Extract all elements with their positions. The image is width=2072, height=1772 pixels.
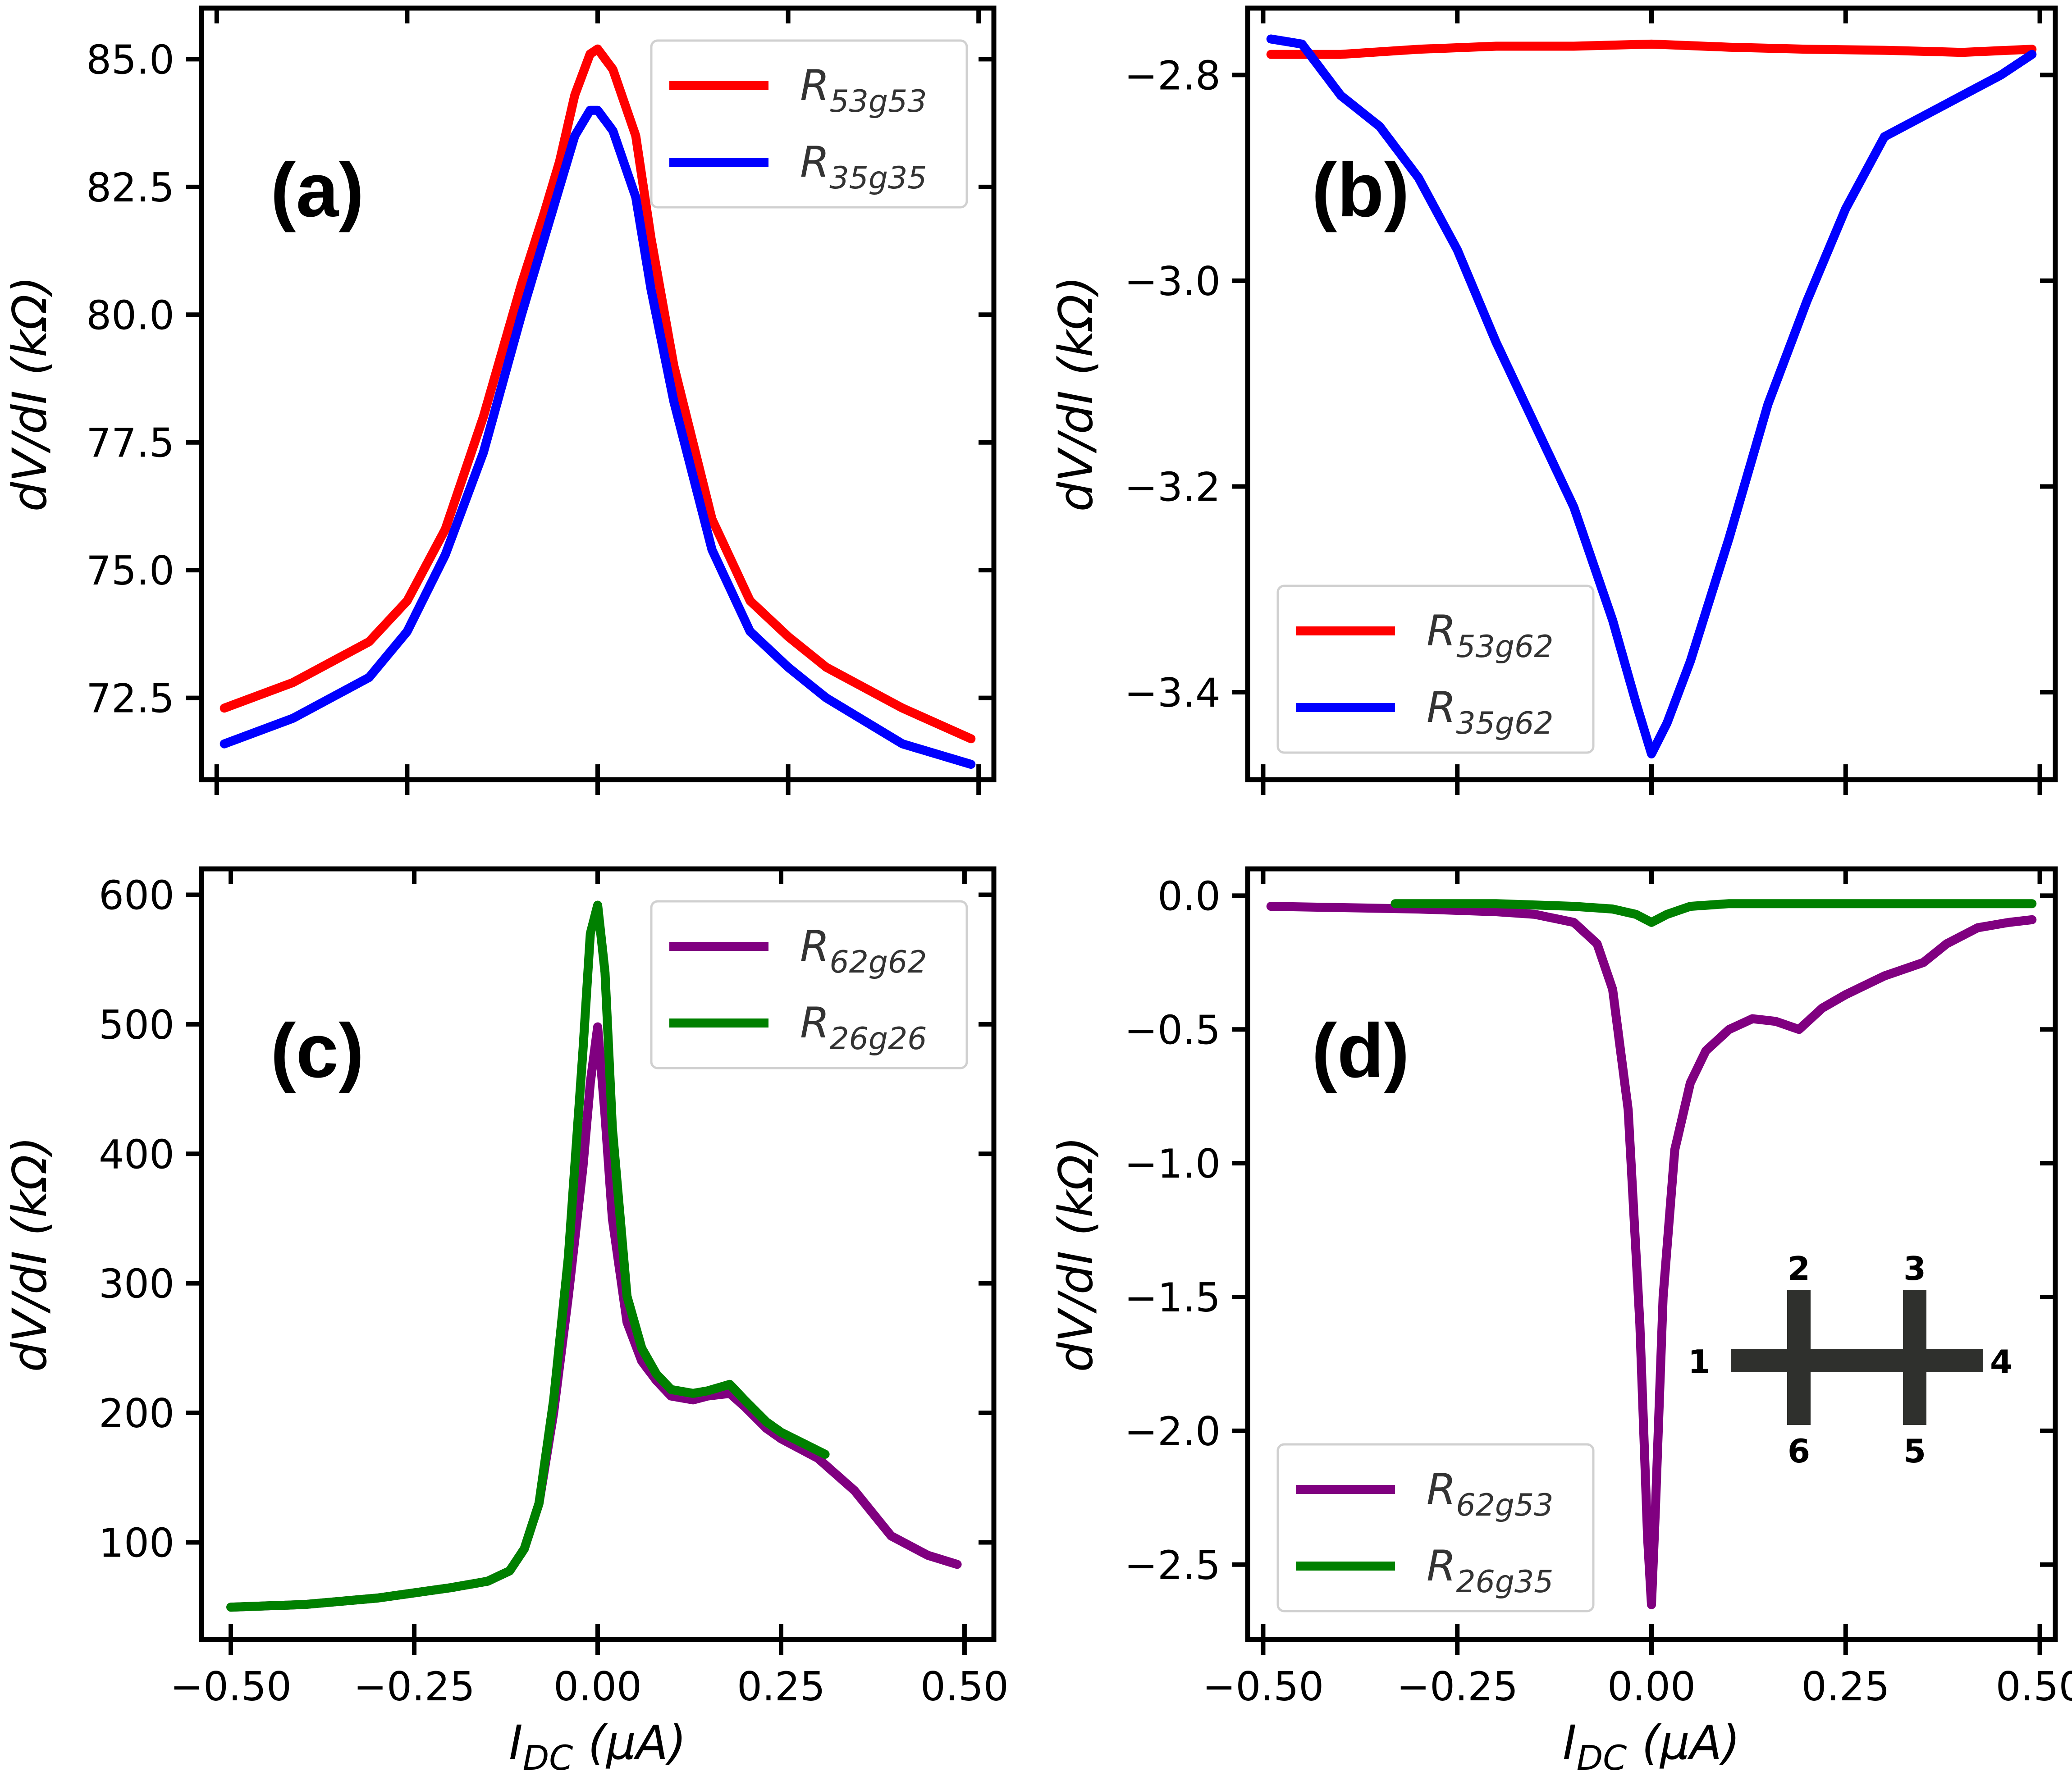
panel-label-d: (d)	[1312, 1008, 1409, 1094]
y-tick-label: 72.5	[86, 676, 174, 722]
y-tick-label: 500	[99, 1002, 174, 1048]
y-tick-label: 600	[99, 872, 174, 918]
y-tick-label: 200	[99, 1390, 174, 1437]
panel-b: −3.4−3.2−3.0−2.8dV/dI (kΩ)(b)R53g62R35g6…	[1048, 5, 2058, 795]
x-axis-label-sub: DC	[1577, 1738, 1627, 1772]
legend-label-sub: 62g62	[829, 945, 927, 980]
legend-label-sub: 62g53	[1456, 1488, 1553, 1523]
legend-label-sub: 53g53	[829, 84, 927, 119]
y-tick-label: −2.5	[1124, 1542, 1221, 1589]
x-tick-label: −0.25	[353, 1663, 475, 1710]
x-axis-label-sub: DC	[523, 1738, 573, 1772]
series-line-R26g26	[226, 900, 830, 1612]
y-axis-label: dV/dI (kΩ)	[2, 1137, 57, 1372]
legend-label-main: R	[800, 922, 829, 971]
x-axis-label-unit: (μA)	[1627, 1715, 1740, 1770]
legend-label: R62g62	[800, 922, 927, 980]
legend-label-sub: 26g26	[829, 1021, 927, 1057]
y-tick-label: 82.5	[86, 164, 174, 211]
y-tick-label: −3.0	[1124, 258, 1221, 305]
y-tick-label: 77.5	[86, 420, 174, 466]
legend-label: R53g62	[1427, 607, 1554, 665]
x-tick-label: −0.50	[1203, 1663, 1324, 1710]
y-tick-label: 75.0	[86, 548, 174, 594]
x-axis-label-unit: (μA)	[573, 1715, 686, 1770]
x-tick-label: −0.50	[170, 1663, 292, 1710]
legend-label-main: R	[1427, 1465, 1456, 1514]
inset-terminal-label: 5	[1903, 1432, 1926, 1470]
legend-label-sub: 35g35	[829, 160, 927, 196]
legend-label: R53g53	[800, 61, 927, 119]
x-axis-label: IDC (μA)	[1563, 1715, 1740, 1772]
legend-label-main: R	[1427, 607, 1456, 656]
legend-label-sub: 26g35	[1456, 1564, 1553, 1600]
y-tick-label: −2.0	[1124, 1408, 1221, 1455]
legend-label: R26g35	[1427, 1542, 1554, 1600]
legend-label-main: R	[800, 61, 829, 110]
y-tick-label: −3.2	[1124, 464, 1221, 510]
inset-horizontal-bar	[1731, 1349, 1983, 1372]
y-tick-label: 80.0	[86, 292, 174, 338]
series-line-R62g53	[1266, 902, 2037, 1609]
y-tick-label: 0.0	[1157, 873, 1221, 919]
device-inset: 1 2 3 4 5 6	[1688, 1250, 2013, 1470]
inset-vertical-arm-left	[1787, 1290, 1811, 1425]
y-tick-label: 300	[99, 1261, 174, 1307]
x-axis-label-main: I	[509, 1715, 523, 1770]
x-tick-label: 0.00	[553, 1663, 642, 1710]
y-axis-label: dV/dI (kΩ)	[1048, 1137, 1103, 1372]
legend-label-sub: 35g62	[1456, 706, 1553, 741]
series-line-R53g62	[1266, 39, 2037, 59]
y-tick-label: −1.0	[1124, 1141, 1221, 1187]
inset-terminal-label: 1	[1688, 1343, 1711, 1381]
inset-terminal-label: 3	[1903, 1250, 1926, 1288]
series-line-R62g62	[226, 1022, 962, 1612]
y-tick-label: 400	[99, 1131, 174, 1178]
x-axis-label-main: I	[1563, 1715, 1577, 1770]
panel-label-b: (b)	[1312, 147, 1409, 233]
series-line-R53g53	[220, 44, 976, 744]
y-axis-label: dV/dI (kΩ)	[2, 276, 57, 512]
panel-c: −0.50 −0.25 0.00 0.25 0.50 100 200 300 400 500 600…	[2, 866, 1009, 1772]
inset-terminal-label: 2	[1788, 1250, 1810, 1288]
legend-label: R26g26	[800, 999, 927, 1057]
inset-terminal-label: 6	[1788, 1432, 1810, 1470]
legend-label-sub: 53g62	[1456, 629, 1553, 665]
series-line-R26g35	[1390, 899, 2037, 927]
y-tick-label: −2.8	[1124, 52, 1221, 99]
legend-label: R35g62	[1427, 683, 1554, 741]
legend-label-main: R	[800, 999, 829, 1048]
x-tick-label: 0.00	[1607, 1663, 1696, 1710]
panel-a: 72.5 75.0 77.5 80.0 82.5 85.0 dV/dI (kΩ) (a) R53…	[2, 5, 997, 795]
panel-d: −0.50 −0.25 0.00 0.25 0.50 −2.5 −2.0 −1.5 −1.0 −0…	[1048, 866, 2072, 1772]
legend-label-main: R	[1427, 683, 1456, 732]
y-tick-label: 85.0	[86, 37, 174, 83]
y-tick-label: −0.5	[1124, 1007, 1221, 1053]
legend-label-main: R	[1427, 1542, 1456, 1591]
series-line-R35g35	[220, 105, 976, 769]
y-tick-label: −1.5	[1124, 1274, 1221, 1321]
y-tick-label: −3.4	[1124, 670, 1221, 716]
legend-label: R35g35	[800, 138, 927, 196]
inset-terminal-label: 4	[1990, 1343, 2013, 1381]
legend-label: R62g53	[1427, 1465, 1554, 1523]
x-tick-label: 0.50	[1996, 1663, 2072, 1710]
y-axis-label: dV/dI (kΩ)	[1048, 276, 1103, 512]
panel-label-a: (a)	[270, 147, 364, 233]
x-tick-label: −0.25	[1396, 1663, 1518, 1710]
y-tick-label: 100	[99, 1520, 174, 1566]
panel-label-c: (c)	[270, 1008, 364, 1094]
x-axis-label: IDC (μA)	[509, 1715, 686, 1772]
series-line-R35g62	[1266, 34, 2037, 758]
legend-label-main: R	[800, 138, 829, 187]
x-tick-label: 0.50	[920, 1663, 1009, 1710]
inset-vertical-arm-right	[1903, 1290, 1926, 1425]
x-tick-label: 0.25	[737, 1663, 825, 1710]
x-tick-label: 0.25	[1802, 1663, 1890, 1710]
